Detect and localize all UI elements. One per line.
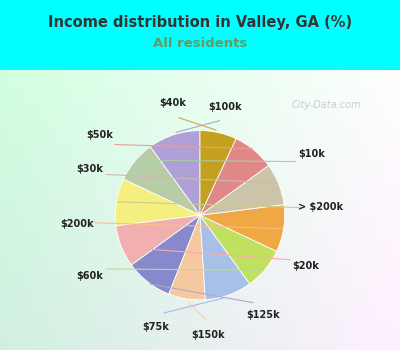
Text: City-Data.com: City-Data.com bbox=[292, 100, 362, 110]
Wedge shape bbox=[200, 215, 250, 300]
Text: $20k: $20k bbox=[292, 261, 319, 271]
Text: $75k: $75k bbox=[142, 322, 170, 332]
Wedge shape bbox=[150, 131, 200, 215]
Wedge shape bbox=[169, 215, 205, 300]
Text: $100k: $100k bbox=[208, 102, 242, 112]
Wedge shape bbox=[200, 215, 277, 284]
Text: $200k: $200k bbox=[60, 219, 94, 229]
Text: $60k: $60k bbox=[76, 271, 103, 281]
Wedge shape bbox=[200, 166, 284, 215]
Wedge shape bbox=[200, 139, 268, 215]
Text: $40k: $40k bbox=[160, 98, 186, 108]
Text: $125k: $125k bbox=[247, 310, 280, 320]
Wedge shape bbox=[123, 147, 200, 215]
Text: $30k: $30k bbox=[76, 164, 103, 174]
Wedge shape bbox=[115, 179, 200, 226]
Text: $10k: $10k bbox=[298, 149, 325, 159]
Wedge shape bbox=[116, 215, 200, 265]
Wedge shape bbox=[132, 215, 200, 294]
Text: $150k: $150k bbox=[192, 330, 225, 341]
Wedge shape bbox=[200, 205, 285, 251]
Wedge shape bbox=[200, 131, 236, 215]
Text: Income distribution in Valley, GA (%): Income distribution in Valley, GA (%) bbox=[48, 15, 352, 30]
Text: $50k: $50k bbox=[87, 130, 114, 140]
Text: All residents: All residents bbox=[153, 37, 247, 50]
Text: > $200k: > $200k bbox=[298, 202, 343, 212]
